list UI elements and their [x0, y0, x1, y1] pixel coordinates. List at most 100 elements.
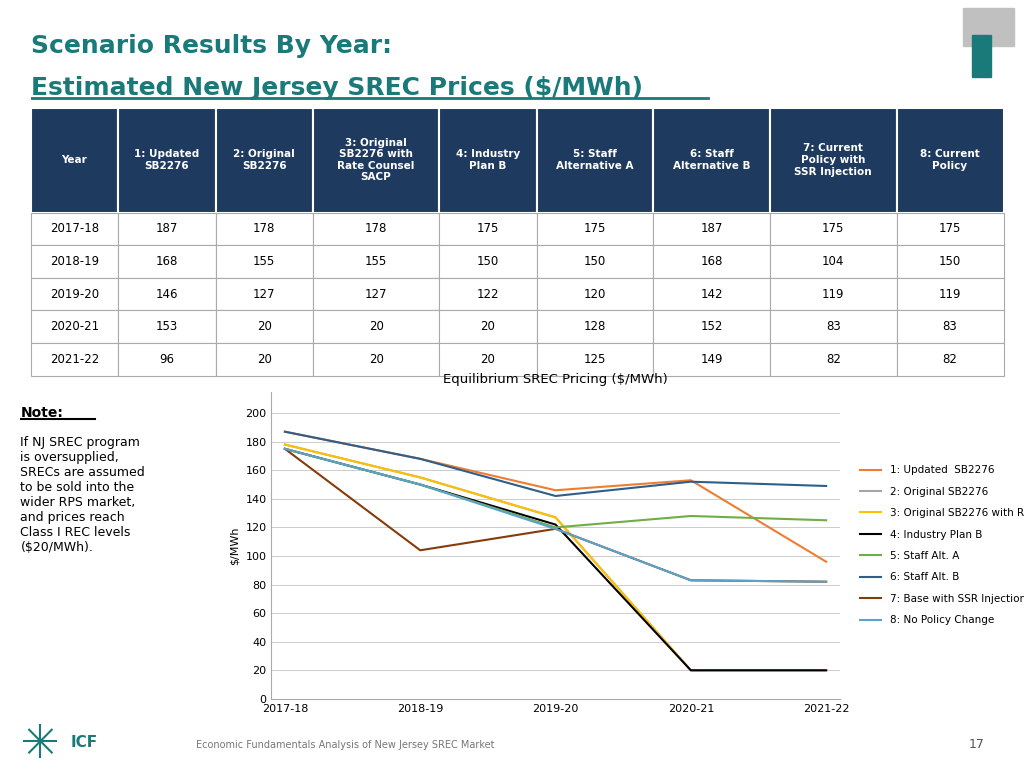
Text: 146: 146 — [156, 288, 178, 300]
FancyBboxPatch shape — [313, 310, 439, 343]
Legend: 1: Updated  SB2276, 2: Original SB2276, 3: Original SB2276 with Rate Counsel SAC: 1: Updated SB2276, 2: Original SB2276, 3… — [856, 461, 1024, 630]
FancyBboxPatch shape — [897, 245, 1004, 278]
FancyBboxPatch shape — [215, 278, 313, 310]
Text: 20: 20 — [369, 353, 384, 366]
FancyBboxPatch shape — [537, 343, 653, 376]
Text: 2018-19: 2018-19 — [50, 255, 99, 268]
Text: 3: Original
SB2276 with
Rate Counsel
SACP: 3: Original SB2276 with Rate Counsel SAC… — [337, 137, 415, 183]
Title: Equilibrium SREC Pricing ($/MWh): Equilibrium SREC Pricing ($/MWh) — [443, 373, 668, 386]
FancyBboxPatch shape — [653, 310, 770, 343]
FancyBboxPatch shape — [31, 310, 118, 343]
FancyBboxPatch shape — [653, 343, 770, 376]
FancyBboxPatch shape — [770, 213, 897, 245]
FancyBboxPatch shape — [439, 245, 537, 278]
FancyBboxPatch shape — [118, 310, 215, 343]
Text: 175: 175 — [939, 223, 962, 236]
FancyBboxPatch shape — [31, 245, 118, 278]
FancyBboxPatch shape — [770, 108, 897, 213]
Text: 2: Original
SB2276: 2: Original SB2276 — [233, 149, 295, 170]
FancyBboxPatch shape — [313, 245, 439, 278]
FancyBboxPatch shape — [215, 108, 313, 213]
Text: 155: 155 — [253, 255, 275, 268]
FancyBboxPatch shape — [770, 278, 897, 310]
Text: 1: Updated
SB2276: 1: Updated SB2276 — [134, 149, 200, 170]
FancyBboxPatch shape — [313, 343, 439, 376]
Text: 20: 20 — [257, 353, 271, 366]
Text: 104: 104 — [822, 255, 845, 268]
Text: 96: 96 — [160, 353, 174, 366]
Text: 125: 125 — [584, 353, 606, 366]
FancyBboxPatch shape — [439, 278, 537, 310]
Text: 82: 82 — [942, 353, 957, 366]
Text: 168: 168 — [700, 255, 723, 268]
Text: 4: Industry
Plan B: 4: Industry Plan B — [456, 149, 520, 170]
Text: 127: 127 — [253, 288, 275, 300]
FancyBboxPatch shape — [537, 310, 653, 343]
FancyBboxPatch shape — [31, 278, 118, 310]
Text: 20: 20 — [480, 353, 496, 366]
Text: 119: 119 — [939, 288, 962, 300]
Text: 153: 153 — [156, 320, 178, 333]
FancyBboxPatch shape — [897, 310, 1004, 343]
FancyBboxPatch shape — [770, 310, 897, 343]
Text: 150: 150 — [939, 255, 962, 268]
Text: 6: Staff
Alternative B: 6: Staff Alternative B — [673, 149, 751, 170]
Text: 20: 20 — [369, 320, 384, 333]
Text: Scenario Results By Year:: Scenario Results By Year: — [31, 34, 392, 58]
FancyBboxPatch shape — [653, 108, 770, 213]
Text: 178: 178 — [253, 223, 275, 236]
FancyBboxPatch shape — [313, 213, 439, 245]
FancyBboxPatch shape — [439, 310, 537, 343]
FancyBboxPatch shape — [770, 245, 897, 278]
Text: Year: Year — [61, 155, 87, 165]
FancyBboxPatch shape — [770, 343, 897, 376]
Text: 149: 149 — [700, 353, 723, 366]
FancyBboxPatch shape — [31, 343, 118, 376]
Text: Note:: Note: — [20, 406, 63, 419]
FancyBboxPatch shape — [439, 343, 537, 376]
Text: 187: 187 — [700, 223, 723, 236]
FancyBboxPatch shape — [118, 343, 215, 376]
FancyBboxPatch shape — [215, 213, 313, 245]
Text: 150: 150 — [477, 255, 499, 268]
Text: 127: 127 — [365, 288, 387, 300]
Text: 83: 83 — [826, 320, 841, 333]
Text: 2019-20: 2019-20 — [50, 288, 99, 300]
FancyBboxPatch shape — [897, 108, 1004, 213]
FancyBboxPatch shape — [439, 213, 537, 245]
FancyBboxPatch shape — [653, 278, 770, 310]
FancyBboxPatch shape — [653, 213, 770, 245]
Text: 119: 119 — [822, 288, 845, 300]
Text: 17: 17 — [968, 739, 984, 751]
Text: 5: Staff
Alternative A: 5: Staff Alternative A — [556, 149, 634, 170]
Text: 20: 20 — [257, 320, 271, 333]
FancyBboxPatch shape — [215, 245, 313, 278]
Text: 2021-22: 2021-22 — [50, 353, 99, 366]
FancyBboxPatch shape — [313, 108, 439, 213]
Text: 152: 152 — [700, 320, 723, 333]
Text: 83: 83 — [943, 320, 957, 333]
FancyBboxPatch shape — [897, 343, 1004, 376]
Text: 155: 155 — [365, 255, 387, 268]
FancyBboxPatch shape — [537, 245, 653, 278]
FancyBboxPatch shape — [31, 108, 118, 213]
Bar — [973, 35, 991, 77]
Text: 8: Current
Policy: 8: Current Policy — [921, 149, 980, 170]
FancyBboxPatch shape — [897, 278, 1004, 310]
FancyBboxPatch shape — [118, 108, 215, 213]
Text: 142: 142 — [700, 288, 723, 300]
Text: 128: 128 — [584, 320, 606, 333]
Text: 2017-18: 2017-18 — [50, 223, 99, 236]
Text: 175: 175 — [584, 223, 606, 236]
FancyBboxPatch shape — [215, 310, 313, 343]
Text: 122: 122 — [477, 288, 499, 300]
Bar — [963, 8, 1014, 46]
FancyBboxPatch shape — [653, 245, 770, 278]
FancyBboxPatch shape — [537, 108, 653, 213]
FancyBboxPatch shape — [215, 343, 313, 376]
FancyBboxPatch shape — [537, 213, 653, 245]
Text: If NJ SREC program
is oversupplied,
SRECs are assumed
to be sold into the
wider : If NJ SREC program is oversupplied, SREC… — [20, 436, 145, 554]
FancyBboxPatch shape — [118, 245, 215, 278]
FancyBboxPatch shape — [31, 213, 118, 245]
FancyBboxPatch shape — [439, 108, 537, 213]
